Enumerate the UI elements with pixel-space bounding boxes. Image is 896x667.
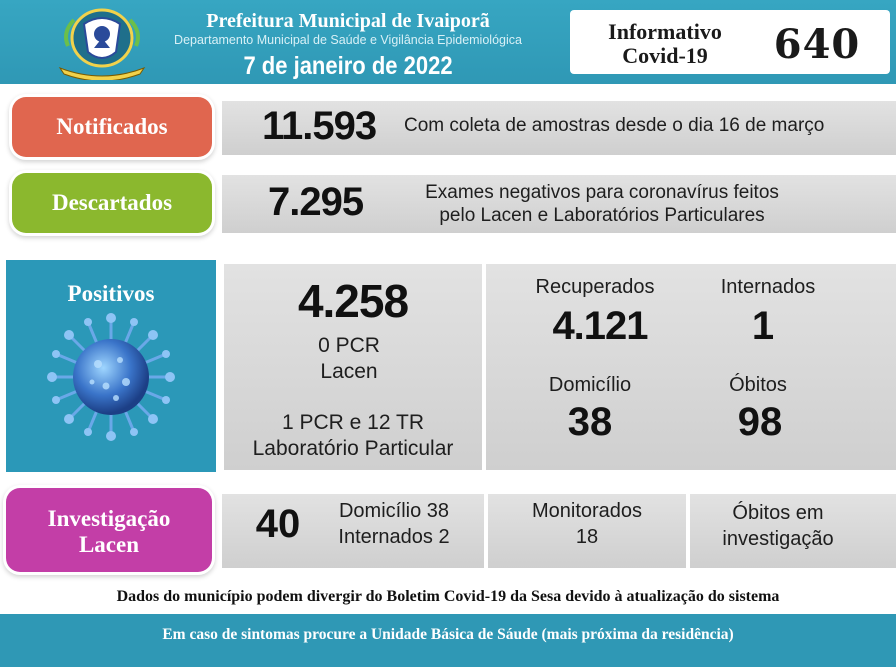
obitos-investigacao-line2: investigação: [722, 528, 834, 550]
bulletin-label-line1: Informativo: [608, 19, 722, 44]
descartados-label: Descartados: [12, 173, 212, 233]
notificados-bar: [222, 101, 896, 155]
recuperados-value: 4.121: [552, 304, 648, 348]
positivos-particular-line1: 1 PCR e 12 TR: [281, 411, 424, 434]
internados-value: 1: [751, 304, 775, 348]
descartados-description-line2: pelo Lacen e Laboratórios Particulares: [439, 205, 765, 226]
positivos-pcr-lacen-line1: 0 PCR: [318, 334, 380, 357]
notificados-label: Notificados: [12, 97, 212, 157]
header-banner: Prefeitura Municipal de Ivaiporã Departa…: [0, 0, 896, 84]
monitorados: Monitorados 18: [488, 498, 686, 550]
department-subtitle: Departamento Municipal de Saúde e Vigilâ…: [174, 33, 522, 47]
positivos-total-panel: [224, 264, 482, 470]
investigacao-internados: Internados 2: [338, 526, 450, 548]
investigacao-domicilio: Domicílio 38: [338, 500, 450, 522]
bulletin-label-line2: Covid-19: [622, 43, 708, 68]
positivos-pcr-lacen-line2: Lacen: [320, 360, 378, 383]
footer-advice: Em caso de sintomas procure a Unidade Bá…: [162, 626, 734, 643]
descartados-description: Exames negativos para coronavírus feitos…: [408, 181, 796, 227]
footer-banner: Em caso de sintomas procure a Unidade Bá…: [0, 614, 896, 667]
positivos-particular: 1 PCR e 12 TR Laboratório Particular: [224, 410, 482, 462]
domicilio-value: 38: [567, 400, 613, 444]
notificados-value: 11.593: [262, 104, 377, 148]
monitorados-label: Monitorados: [531, 500, 643, 522]
investigacao-breakdown: Domicílio 38 Internados 2: [316, 498, 472, 550]
positivos-particular-line2: Laboratório Particular: [252, 437, 454, 460]
investigacao-label-line2: Lacen: [78, 532, 140, 557]
municipality-title: Prefeitura Municipal de Ivaiporã: [206, 10, 490, 32]
positivos-label: Positivos: [67, 281, 155, 306]
descartados-value: 7.295: [268, 180, 364, 224]
investigacao-label: Investigação Lacen: [6, 488, 212, 572]
notificados-description: Com coleta de amostras desde o dia 16 de…: [404, 115, 825, 136]
recuperados-label: Recuperados: [535, 276, 655, 298]
internados-label: Internados: [720, 276, 816, 298]
positivos-total: 4.258: [297, 275, 409, 327]
obitos-label: Óbitos: [729, 374, 787, 396]
bulletin-date: 7 de janeiro de 2022: [243, 52, 453, 80]
coronavirus-icon: [47, 313, 175, 441]
domicilio-label: Domicílio: [548, 374, 632, 396]
positivos-pcr-lacen: 0 PCR Lacen: [224, 333, 474, 385]
investigacao-panel: [222, 494, 484, 568]
bulletin-info-box: Informativo Covid-19 640: [570, 10, 890, 74]
municipal-coat-of-arms-icon: [58, 8, 146, 80]
obitos-investigacao: Óbitos em investigação: [690, 500, 866, 552]
obitos-value: 98: [737, 400, 783, 444]
obitos-investigacao-panel: [690, 494, 896, 568]
bulletin-number: 640: [773, 21, 861, 68]
positivos-breakdown-panel: [486, 264, 896, 470]
investigacao-label-line1: Investigação: [47, 506, 171, 531]
investigacao-value: 40: [255, 502, 301, 546]
obitos-investigacao-line1: Óbitos em: [732, 502, 824, 524]
monitorados-value: 18: [575, 526, 599, 548]
monitorados-panel: [488, 494, 686, 568]
disclaimer-text: Dados do município podem divergir do Bol…: [116, 588, 780, 605]
bulletin-label: Informativo Covid-19: [580, 20, 750, 68]
descartados-bar: [222, 175, 896, 233]
descartados-description-line1: Exames negativos para coronavírus feitos: [425, 182, 779, 203]
